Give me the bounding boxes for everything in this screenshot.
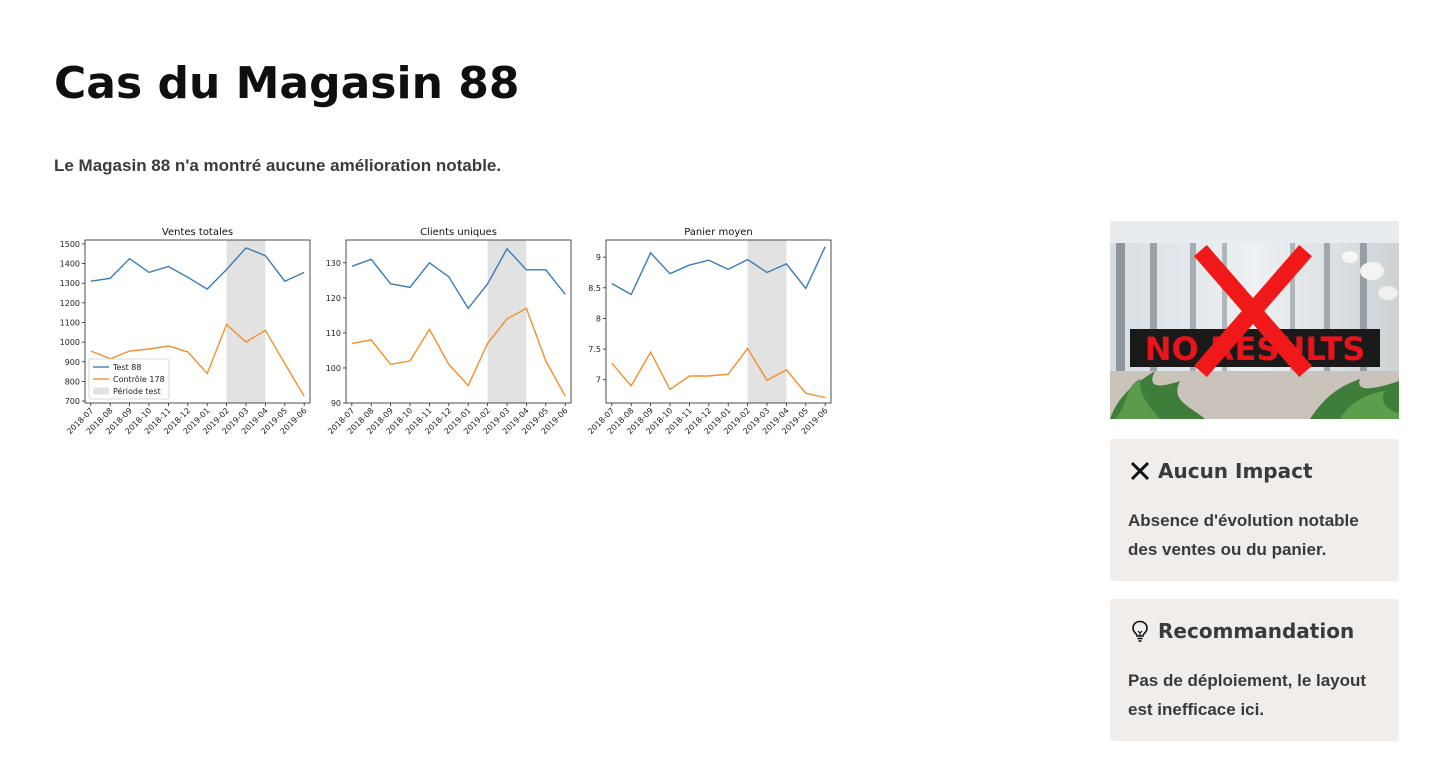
y-tick-label: 8: [596, 314, 601, 323]
chart-title: Panier moyen: [684, 227, 753, 238]
series-line-test: [90, 247, 305, 290]
page-title: Cas du Magasin 88: [54, 58, 520, 109]
series-line-control: [351, 307, 566, 397]
recommendation-card: Recommandation Pas de déploiement, le la…: [1110, 599, 1399, 741]
y-tick-label: 800: [65, 377, 80, 386]
lightbulb-icon: [1132, 620, 1148, 642]
plot-frame: [84, 239, 311, 404]
series-line-test: [611, 246, 826, 296]
legend-label: Test 88: [112, 363, 141, 372]
y-tick-label: 1400: [60, 260, 80, 269]
impact-card: Aucun Impact Absence d'évolution notable…: [1110, 439, 1399, 581]
red-cross-icon: [1194, 245, 1312, 377]
chart-title: Ventes totales: [162, 227, 233, 238]
plot-frame: [345, 239, 572, 404]
legend-label: Contrôle 178: [113, 374, 165, 384]
y-tick-label: 700: [65, 397, 80, 406]
chart-legend: Test 88 Contrôle 178 Période test: [88, 358, 170, 400]
test-period-band: [487, 240, 527, 403]
y-tick-label: 9: [596, 253, 601, 262]
y-tick-label: 120: [326, 294, 341, 303]
y-tick-label: 130: [326, 259, 341, 268]
chart-1: Ventes totales 700 800 900 1000 1100 1200 1300 1…: [60, 227, 311, 436]
y-tick-label: 100: [326, 364, 341, 373]
y-tick-label: 1000: [60, 338, 80, 347]
y-tick-label: 1300: [60, 279, 80, 288]
y-tick-label: 1500: [60, 240, 80, 249]
plot-frame: [605, 239, 832, 404]
impact-card-text: Absence d'évolution notable des ventes o…: [1128, 511, 1359, 559]
legend-label: Période test: [113, 386, 161, 396]
no-results-photo: NO RESULTS: [1110, 221, 1399, 419]
series-line-test: [351, 247, 566, 310]
y-tick-label: 90: [331, 399, 341, 408]
recommendation-card-title: Recommandation: [1158, 619, 1355, 643]
y-tick-label: 8.5: [588, 284, 601, 293]
y-tick-label: 1100: [60, 318, 80, 327]
legend-swatch: [93, 387, 109, 395]
test-period-band: [226, 240, 266, 403]
recommendation-card-text: Pas de déploiement, le layout est ineffi…: [1128, 671, 1367, 719]
series-line-control: [611, 347, 826, 399]
y-tick-label: 7: [596, 376, 601, 385]
chart-2: Clients uniques901001101201302018-072018…: [326, 227, 572, 436]
no-results-sign: NO RESULTS: [1145, 330, 1366, 368]
test-period-band: [747, 240, 787, 403]
y-tick-label: 110: [326, 329, 341, 338]
impact-card-title: Aucun Impact: [1158, 459, 1313, 483]
chart-3: Panier moyen77.588.592018-072018-082018-…: [586, 227, 832, 436]
series-line-control: [90, 323, 305, 397]
charts-panel: Ventes totales 700 800 900 1000 1100 1200 1300 1…: [60, 227, 832, 436]
y-tick-label: 900: [65, 358, 80, 367]
x-mark-icon: [1130, 461, 1150, 481]
page-subtitle: Le Magasin 88 n'a montré aucune améliora…: [54, 156, 502, 175]
y-tick-label: 7.5: [588, 345, 601, 354]
y-tick-label: 1200: [60, 299, 80, 308]
chart-title: Clients uniques: [420, 227, 497, 238]
